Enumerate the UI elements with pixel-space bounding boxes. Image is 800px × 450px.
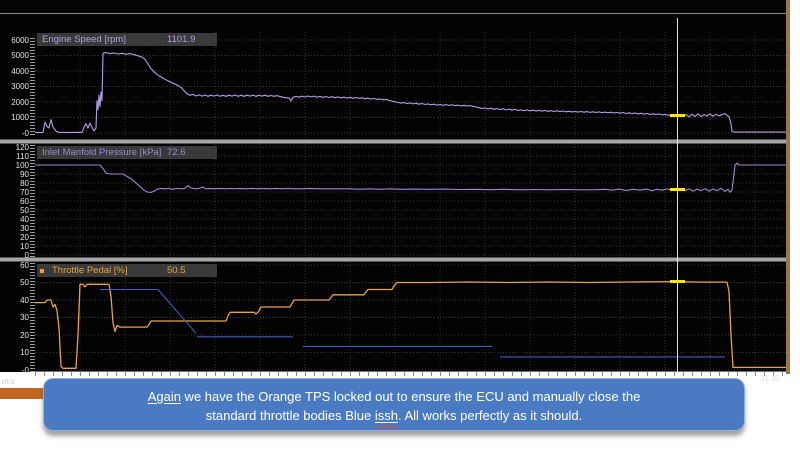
channel-label: Engine Speed [rpm] xyxy=(42,34,126,45)
y-axis-tick-label: 60 xyxy=(20,260,29,270)
channel-label: Throttle Pedal [%] xyxy=(52,265,128,276)
cursor-value-marker xyxy=(670,280,685,284)
throttle-pedal-plot[interactable] xyxy=(0,262,786,371)
channel-cursor-value: 50.5 xyxy=(167,265,186,276)
y-axis-tick-label: 50 xyxy=(20,205,29,215)
y-axis-tick-label: 80 xyxy=(20,178,29,188)
y-axis-tick-label: 30 xyxy=(20,223,29,233)
y-axis-tick-label: 40 xyxy=(20,295,29,305)
y-axis-tick-label: 1000 xyxy=(11,113,29,122)
caption-line-2: standard throttle bodies Blue issh. All … xyxy=(44,406,744,425)
window-right-border xyxy=(786,0,790,374)
y-axis-minor-ticks xyxy=(30,145,35,258)
time-units-label: m:s xyxy=(2,377,15,386)
y-axis-tick-label: 40 xyxy=(20,214,29,224)
inlet-manifold-pressure-plot[interactable] xyxy=(0,144,786,257)
panel-separator[interactable] xyxy=(0,257,786,262)
y-axis-tick-label: -0 xyxy=(21,128,29,138)
time-axis-ruler xyxy=(35,371,786,376)
cursor-value-marker xyxy=(670,114,685,118)
caption-text: standard throttle bodies Blue xyxy=(205,408,375,423)
channel-cursor-value: 1101.9 xyxy=(167,34,196,45)
cursor-value-marker xyxy=(670,188,685,192)
series-bullet-icon xyxy=(40,268,44,273)
timeline-overview-band[interactable] xyxy=(0,0,786,14)
y-axis-tick-label: -0 xyxy=(21,365,29,375)
y-axis-tick-label: 30 xyxy=(20,313,29,322)
channel-header-inlet-manifold-pressure[interactable]: Inlet Manfold Pressure [kPa] 72.6 xyxy=(37,146,217,159)
caption-text: . All works perfectly as it should. xyxy=(397,408,583,423)
y-axis-tick-label: 20 xyxy=(20,232,29,242)
y-axis-tick-label: 60 xyxy=(20,196,29,206)
panel-separator[interactable] xyxy=(0,139,786,144)
y-axis-tick-label: 5000 xyxy=(11,51,29,60)
y-axis-tick-label: 50 xyxy=(20,278,29,287)
y-axis-tick-label: 10 xyxy=(20,241,29,251)
time-tick-label: 31:40 xyxy=(759,374,780,383)
y-axis-tick-label: 4000 xyxy=(11,66,29,76)
y-axis-tick-label: 110 xyxy=(16,151,29,161)
caption-text: we have the Orange TPS locked out to ens… xyxy=(180,389,641,404)
y-axis-tick-label: 10 xyxy=(20,348,29,357)
time-cursor-line[interactable] xyxy=(677,18,678,372)
caption-underlined-word: Again xyxy=(147,389,181,404)
y-axis-minor-ticks xyxy=(30,38,35,136)
caption-box: Again we have the Orange TPS locked out … xyxy=(43,378,745,431)
channel-cursor-value: 72.6 xyxy=(167,147,186,158)
window-bottom-edge xyxy=(0,388,44,399)
caption-underlined-word: issh xyxy=(374,408,398,423)
engine-speed-plot[interactable] xyxy=(0,32,786,139)
y-axis-tick-label: 90 xyxy=(20,169,29,179)
y-axis-minor-ticks xyxy=(30,263,35,373)
channel-header-throttle-pedal[interactable]: Throttle Pedal [%] 50.5 xyxy=(37,264,217,277)
y-axis-tick-label: 100 xyxy=(15,160,29,170)
channel-label: Inlet Manfold Pressure [kPa] xyxy=(42,147,162,158)
channel-header-engine-speed[interactable]: Engine Speed [rpm] 1101.9 xyxy=(37,33,217,46)
y-axis-tick-label: 3000 xyxy=(11,82,29,91)
y-axis-tick-label: 2000 xyxy=(11,97,29,107)
y-axis-tick-label: 0 xyxy=(24,250,29,260)
y-axis-tick-label: 120 xyxy=(15,142,29,152)
y-axis-tick-label: 70 xyxy=(20,187,29,197)
caption-line-1: Again we have the Orange TPS locked out … xyxy=(44,387,744,406)
y-axis-tick-label: 6000 xyxy=(11,35,29,45)
spellcheck-squiggle: issh xyxy=(375,408,398,423)
y-axis-tick-label: 20 xyxy=(20,330,29,340)
